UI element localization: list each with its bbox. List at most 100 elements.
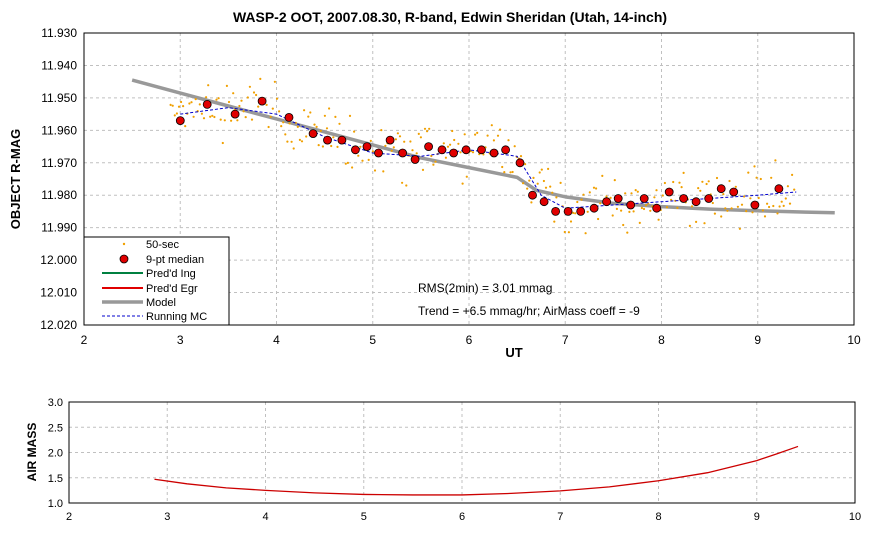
raw-point — [411, 149, 414, 152]
raw-point — [653, 196, 656, 199]
raw-point — [330, 144, 333, 148]
raw-point — [611, 214, 614, 217]
raw-point — [207, 84, 210, 87]
raw-point — [586, 210, 589, 213]
bottom-x-tick-label: 2 — [66, 511, 72, 523]
raw-point — [269, 115, 272, 118]
raw-point — [542, 179, 546, 183]
raw-point — [367, 158, 370, 161]
model-series — [131, 78, 835, 215]
raw-point — [544, 186, 548, 189]
raw-point — [246, 96, 249, 99]
raw-point — [275, 97, 279, 100]
raw-point — [188, 102, 191, 105]
raw-point — [622, 223, 625, 227]
raw-point — [471, 151, 475, 154]
raw-point — [582, 193, 585, 196]
top-y-tick-label: 11.940 — [41, 58, 77, 72]
median-point — [589, 203, 599, 213]
top-y-tick-label: 11.990 — [41, 221, 77, 235]
raw-point — [730, 207, 733, 210]
median-point — [362, 142, 372, 152]
raw-point — [392, 146, 395, 149]
raw-point — [536, 182, 539, 185]
raw-point — [509, 171, 512, 174]
raw-point — [361, 159, 364, 162]
bottom-plot-frame — [68, 401, 856, 504]
median-point — [664, 187, 674, 197]
raw-point — [519, 155, 523, 158]
raw-point — [390, 149, 393, 152]
raw-point — [236, 119, 239, 122]
raw-point — [642, 207, 646, 211]
median-series — [175, 96, 784, 216]
median-point — [774, 184, 784, 194]
median-point — [230, 109, 240, 119]
raw-point — [259, 77, 262, 80]
median-point — [613, 194, 623, 203]
bottom-x-tick-label: 7 — [557, 511, 563, 523]
median-point — [563, 206, 573, 216]
legend-label-running-mc: Running MC — [146, 311, 207, 323]
raw-point — [553, 220, 556, 223]
raw-point — [192, 115, 195, 118]
raw-point — [563, 230, 566, 234]
raw-point — [394, 138, 397, 141]
raw-point — [766, 202, 769, 205]
raw-point — [782, 204, 785, 207]
bottom-y-tick-label: 3.0 — [48, 397, 63, 409]
raw-point — [770, 176, 773, 179]
raw-point — [791, 173, 794, 176]
median-point — [175, 116, 185, 125]
raw-point — [715, 176, 719, 180]
raw-point — [632, 210, 635, 213]
raw-point — [453, 138, 456, 142]
median-point — [679, 194, 688, 203]
raw-point — [305, 135, 308, 138]
raw-point — [182, 105, 185, 108]
raw-point — [348, 114, 352, 117]
median-point — [374, 148, 383, 158]
raw-point — [209, 115, 212, 118]
median-point — [652, 203, 662, 213]
raw-point — [457, 142, 460, 145]
raw-point — [580, 198, 583, 201]
top-x-tick-label: 2 — [81, 333, 88, 347]
raw-point — [180, 100, 183, 104]
raw-point — [788, 202, 792, 205]
raw-point — [313, 123, 316, 126]
raw-point — [242, 110, 245, 113]
raw-point — [334, 115, 337, 118]
raw-point — [768, 205, 771, 209]
top-x-tick-labels: 2 3 4 5 6 7 8 9 10 — [81, 333, 861, 347]
raw-point — [628, 210, 631, 213]
raw-point — [665, 206, 669, 209]
raw-point — [734, 185, 737, 188]
raw-point — [630, 192, 633, 195]
bottom-x-tick-labels: 2 3 4 5 6 7 8 9 10 — [66, 511, 861, 523]
median-point — [424, 142, 434, 152]
median-point — [602, 197, 611, 207]
raw-point — [695, 220, 698, 223]
legend-marker-median — [119, 254, 129, 264]
median-point — [489, 148, 499, 158]
raw-point — [426, 130, 429, 133]
top-y-tick-label: 12.020 — [40, 318, 77, 332]
airmass-y-axis-title: AIR MASS — [25, 423, 39, 482]
raw-point — [572, 211, 575, 214]
raw-point — [442, 142, 445, 145]
raw-point — [296, 125, 299, 128]
legend-label-model: Model — [146, 297, 176, 309]
median-point — [716, 184, 726, 194]
raw-point — [278, 110, 281, 113]
raw-point — [753, 165, 756, 168]
raw-point — [351, 166, 354, 169]
median-point — [477, 145, 486, 155]
raw-point — [678, 181, 681, 184]
raw-point — [244, 116, 247, 119]
median-point — [539, 197, 549, 207]
raw-point — [740, 203, 744, 206]
raw-point — [688, 224, 692, 227]
bottom-y-tick-labels: 1.0 1.5 2.0 2.5 3.0 — [48, 397, 63, 510]
legend-marker-raw — [122, 242, 126, 246]
